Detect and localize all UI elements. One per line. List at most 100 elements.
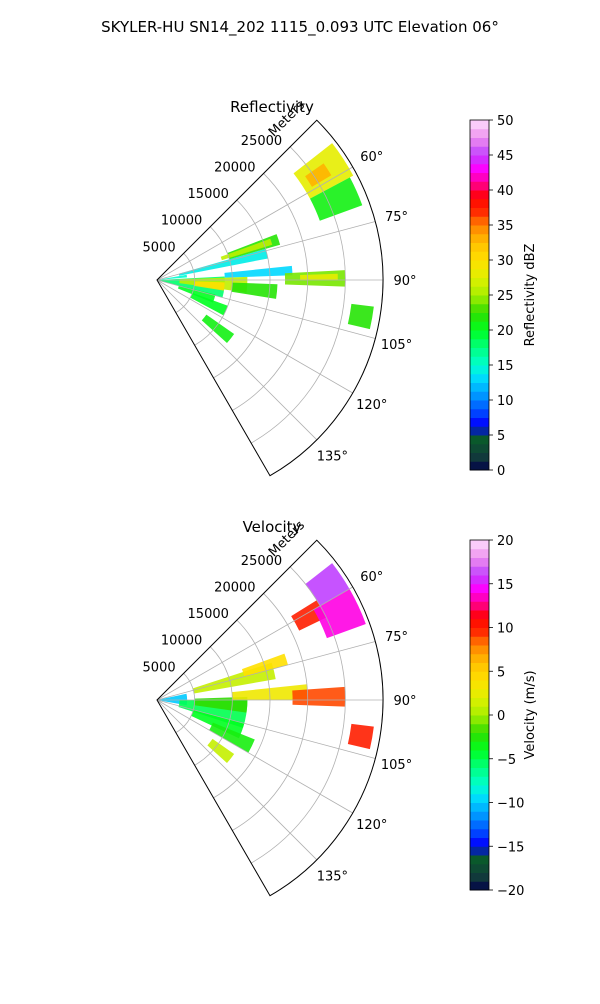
data-cell — [194, 281, 225, 291]
colorbar-segment — [470, 443, 489, 453]
colorbar-segment — [470, 706, 489, 716]
data-cell — [201, 314, 235, 344]
colorbar-segment — [470, 137, 489, 147]
range-ring — [194, 646, 233, 766]
colorbar-segment — [470, 312, 489, 322]
colorbar-segment — [470, 793, 489, 803]
velocity-panel: Velocity 5000 10000 15000 20000 25000 60° 75° 90… — [143, 518, 538, 899]
data-cell — [209, 722, 255, 753]
colorbar-tick-label: 10 — [497, 394, 514, 409]
colorbar-tick-label: 20 — [497, 324, 514, 339]
azimuth-tick-label: 60° — [360, 570, 383, 585]
colorbar-segment — [470, 802, 489, 812]
colorbar-segment — [470, 872, 489, 882]
azimuth-tick-label: 75° — [385, 630, 408, 645]
azimuth-spoke — [156, 166, 353, 281]
colorbar-segment — [470, 382, 489, 392]
colorbar-segment — [470, 557, 489, 567]
data-cell — [231, 282, 278, 299]
colorbar-segment — [470, 837, 489, 847]
colorbar-tick-label: 25 — [497, 289, 514, 304]
colorbar-tick-label: 15 — [497, 578, 514, 593]
colorbar-segment — [470, 330, 489, 340]
data-cell — [207, 738, 235, 764]
colorbar-tick-label: 5 — [497, 665, 505, 680]
colorbar-segment — [470, 688, 489, 698]
colorbar-tick-label: −20 — [497, 884, 524, 899]
data-cell — [309, 177, 363, 221]
colorbar-segment — [470, 540, 489, 550]
azimuth-spoke — [156, 221, 376, 281]
colorbar: 0 5 10 15 20 25 30 35 40 45 50 Reflectivity dBZ — [469, 114, 538, 479]
colorbar-segment — [470, 653, 489, 663]
colorbar-segment — [470, 776, 489, 786]
data-cell — [305, 163, 332, 187]
data-cell — [224, 265, 293, 278]
data-cell — [347, 723, 374, 750]
radial-tick-label: 25000 — [241, 554, 282, 569]
azimuth-tick-label: 90° — [393, 694, 416, 709]
data-cell — [241, 653, 288, 677]
azimuth-spoke — [156, 699, 318, 861]
colorbar-segment — [470, 268, 489, 278]
colorbar-segment — [470, 741, 489, 751]
radial-tick-label: 15000 — [188, 187, 229, 202]
colorbar-segment — [470, 811, 489, 821]
colorbar-segment — [470, 583, 489, 593]
colorbar-segment — [470, 846, 489, 856]
azimuth-tick-label: 90° — [393, 274, 416, 289]
colorbar-tick-label: −15 — [497, 840, 524, 855]
range-ring — [250, 566, 346, 864]
polar-grid — [156, 146, 383, 444]
colorbar-segment — [470, 373, 489, 383]
colorbar-segment — [470, 610, 489, 620]
radial-tick-label: 10000 — [161, 634, 202, 649]
colorbar-tick-label: 35 — [497, 219, 514, 234]
colorbar-segment — [470, 645, 489, 655]
range-ring — [194, 226, 233, 346]
colorbar-segment — [470, 251, 489, 261]
radial-tick-label: 25000 — [241, 134, 282, 149]
colorbar-segment — [470, 408, 489, 418]
panel-title: Reflectivity — [230, 98, 314, 116]
colorbar-segment — [470, 181, 489, 191]
data-cell — [194, 696, 248, 713]
azimuth-tick-label: 60° — [360, 150, 383, 165]
azimuth-spoke — [156, 641, 376, 701]
figure-title: SKYLER-HU SN14_202 1115_0.093 UTC Elevat… — [101, 18, 499, 37]
colorbar-segment — [470, 618, 489, 628]
colorbar-segment — [470, 146, 489, 156]
colorbar-segment — [470, 601, 489, 611]
colorbar-segment — [470, 697, 489, 707]
sector-outline — [156, 539, 384, 897]
radial-tick-label: 20000 — [214, 160, 255, 175]
colorbar-tick-label: 45 — [497, 149, 514, 164]
colorbar-segment — [470, 863, 489, 873]
colorbar-segment — [470, 715, 489, 725]
data-cell — [300, 273, 338, 280]
colorbar-segment — [470, 723, 489, 733]
colorbar-segment — [470, 426, 489, 436]
colorbar-segment — [470, 128, 489, 138]
colorbar-segment — [470, 548, 489, 558]
azimuth-tick-label: 105° — [381, 338, 412, 353]
data-cell — [347, 303, 374, 330]
azimuth-spoke — [156, 279, 353, 394]
azimuth-tick-label: 75° — [385, 210, 408, 225]
colorbar-segment — [470, 365, 489, 375]
colorbar-segment — [470, 828, 489, 838]
azimuth-spoke — [156, 279, 376, 339]
colorbar-tick-label: 15 — [497, 359, 514, 374]
colorbar-segment — [470, 855, 489, 865]
azimuth-spoke — [156, 586, 353, 701]
colorbar-segment — [470, 636, 489, 646]
colorbar-segment — [470, 785, 489, 795]
data-cell — [292, 686, 346, 707]
colorbar-tick-label: 30 — [497, 254, 514, 269]
sector-outline — [156, 119, 384, 477]
polar-grid — [156, 566, 383, 864]
colorbar-label: Velocity (m/s) — [523, 670, 538, 759]
colorbar-segment — [470, 295, 489, 305]
colorbar-segment — [470, 207, 489, 217]
